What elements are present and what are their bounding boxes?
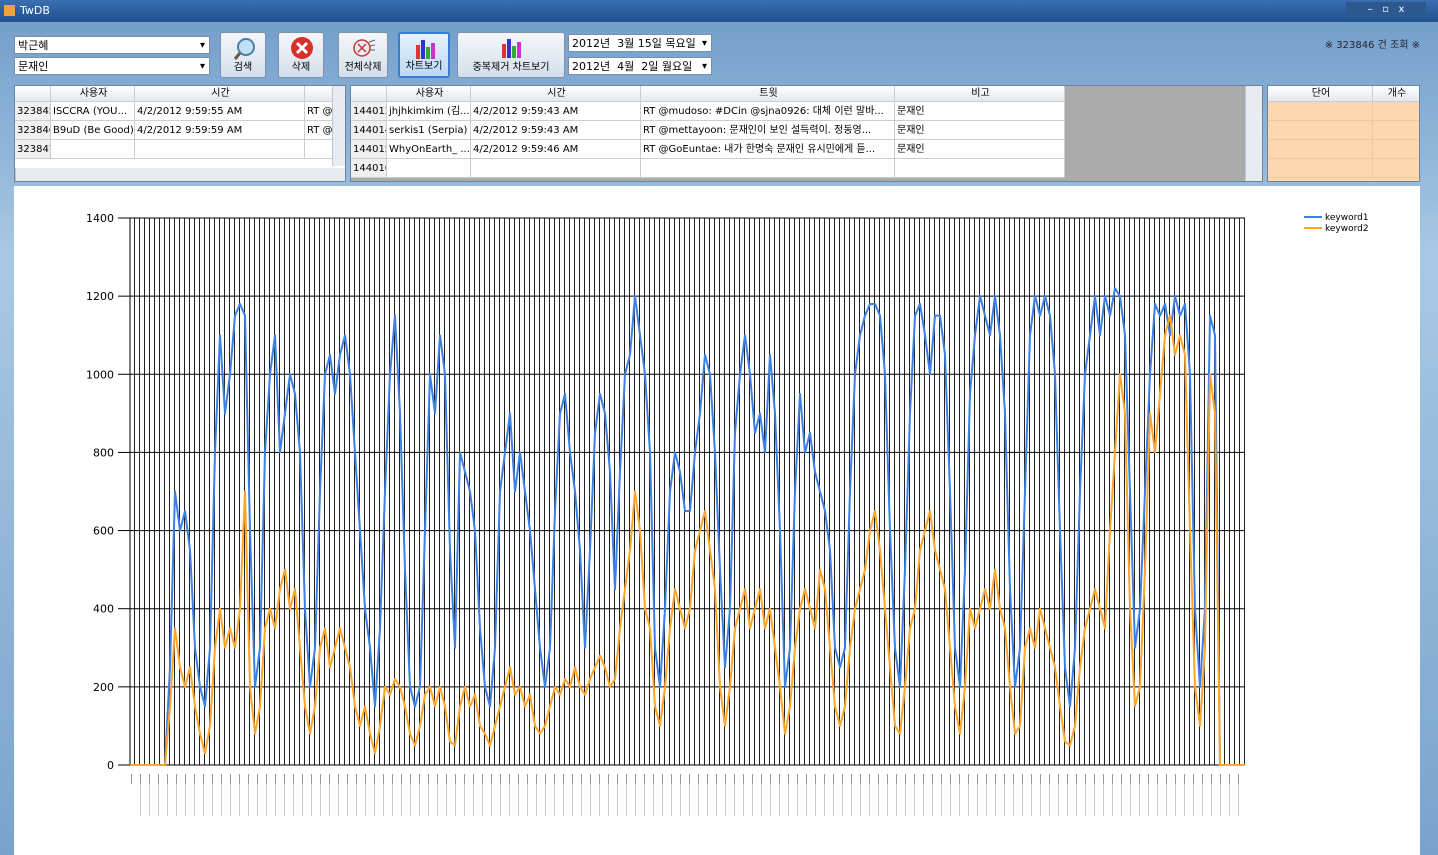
series-line [130,314,1245,766]
column-header [351,86,387,102]
row-header: 144016 [351,159,387,178]
row-header: 144014 [351,121,387,140]
grid-cell [305,140,333,159]
grid-cell: 4/2/2012 9:59:46 AM [471,140,641,159]
grid-cell [1268,159,1373,178]
grid-cell [1373,159,1419,178]
grid-cell: ISCCRA (YOU... [51,102,135,121]
button-label: 중복제거 차트보기 [472,62,550,73]
column-header [305,86,333,102]
chart-button[interactable]: 차트보기 [398,32,450,78]
grid-cell [895,159,1065,178]
search-button[interactable]: 검색 [220,32,266,78]
window-title: TwDB [20,4,50,17]
grid-cell: 4/2/2012 9:59:55 AM [135,102,305,121]
grid-cell [1373,102,1419,121]
chart: 0 200 400 600 800 1000 1200 1400 keyword1keyword… [86,212,1369,816]
grid-cell [641,159,895,178]
title-bar: TwDB – ▫ x [0,0,1438,22]
grid-cell: jhjhkimkim (김... [387,102,471,121]
x-tick-labels [130,774,1245,784]
grid-cell: RT @mettayoon: 문재인이 보인 설득력이. 정동영... [641,121,895,140]
app-icon [4,5,15,16]
grid-cell: RT @mudoso: #DCin @sjna0926: 대체 이런 말바... [641,102,895,121]
grid-cell: RT @GoEuntae: 내가 한명숙 문재인 유시민에게 듣... [641,140,895,159]
grid-cell: RT @ [305,121,333,140]
search-icon [233,38,255,60]
grid-cell [1373,121,1419,140]
column-header: 개수 [1373,86,1419,102]
dedupe-chart-button[interactable]: 중복제거 차트보기 [457,32,565,78]
column-header [15,86,51,102]
word-grid[interactable]: 단어 개수 [1267,85,1420,182]
grid-cell [1373,140,1419,159]
column-header: 시간 [471,86,641,102]
grid-cell: 4/2/2012 9:59:43 AM [471,102,641,121]
button-label: 검색 [233,62,253,73]
grid-cell [471,159,641,178]
legend-label: keyword2 [1325,224,1369,234]
series-line [130,287,1245,766]
keyword2-combo[interactable]: 문재인 [14,57,210,76]
chart-icon [502,39,521,58]
delete-all-button[interactable]: 전체삭제 [338,32,388,78]
grid-cell [135,140,305,159]
grid-cell: B9uD (Be Good) [51,121,135,140]
grid-cell [387,159,471,178]
chart-icon [416,40,435,59]
y-tick-label: 200 [93,681,114,694]
grid-cell [1268,102,1373,121]
delete-icon [291,37,313,59]
grid-cell: WhyOnEarth_ ... [387,140,471,159]
delete-all-icon [353,39,376,57]
y-tick-label: 1200 [86,290,114,303]
button-label: 차트보기 [405,61,443,72]
row-header: 144013 [351,102,387,121]
grid-cell: 문재인 [895,121,1065,140]
row-header: 144015 [351,140,387,159]
y-tick-label: 800 [93,446,114,459]
column-header: 사용자 [51,86,135,102]
column-header: 사용자 [387,86,471,102]
chart-panel: 0 200 400 600 800 1000 1200 1400 keyword1 keyword… [14,186,1420,855]
end-date-picker[interactable]: 2012년 4월 2일 월요일 [568,57,712,76]
row-header: 323845 [15,102,51,121]
y-tick-label: 1000 [86,368,114,381]
button-label: 전체삭제 [344,62,382,73]
start-date-picker[interactable]: 2012년 3월 15일 목요일 [568,34,712,53]
keyword1-combo[interactable]: 박근혜 [14,36,210,55]
delete-button[interactable]: 삭제 [278,32,324,78]
y-tick-label: 400 [93,603,114,616]
button-label: 삭제 [291,62,311,73]
grid-cell: 4/2/2012 9:59:43 AM [471,121,641,140]
scrollbar[interactable] [15,168,345,181]
status-label: ※ 323846 건 조회 ※ [1324,40,1420,51]
column-header: 비고 [895,86,1065,102]
column-header: 트윗 [641,86,895,102]
grid-cell [1268,140,1373,159]
column-header: 시간 [135,86,305,102]
grid-cell: RT @ [305,102,333,121]
y-tick-label: 1400 [86,212,114,225]
grid-cell [51,140,135,159]
scrollbar[interactable] [1245,86,1262,181]
x-tick-labels [134,784,1239,816]
grid-cell: serkis1 (Serpia) [387,121,471,140]
row-header: 323847 [15,140,51,159]
y-tick-label: 600 [93,525,114,538]
grid-cell [1268,121,1373,140]
grid-cell: 문재인 [895,102,1065,121]
column-header: 단어 [1268,86,1373,102]
window-controls[interactable]: – ▫ x [1346,2,1426,18]
grid-cell: 4/2/2012 9:59:59 AM [135,121,305,140]
legend-label: keyword1 [1325,213,1369,223]
row-header: 323846 [15,121,51,140]
grid-cell: 문재인 [895,140,1065,159]
y-tick-label: 0 [107,759,114,772]
scrollbar[interactable] [332,86,345,166]
